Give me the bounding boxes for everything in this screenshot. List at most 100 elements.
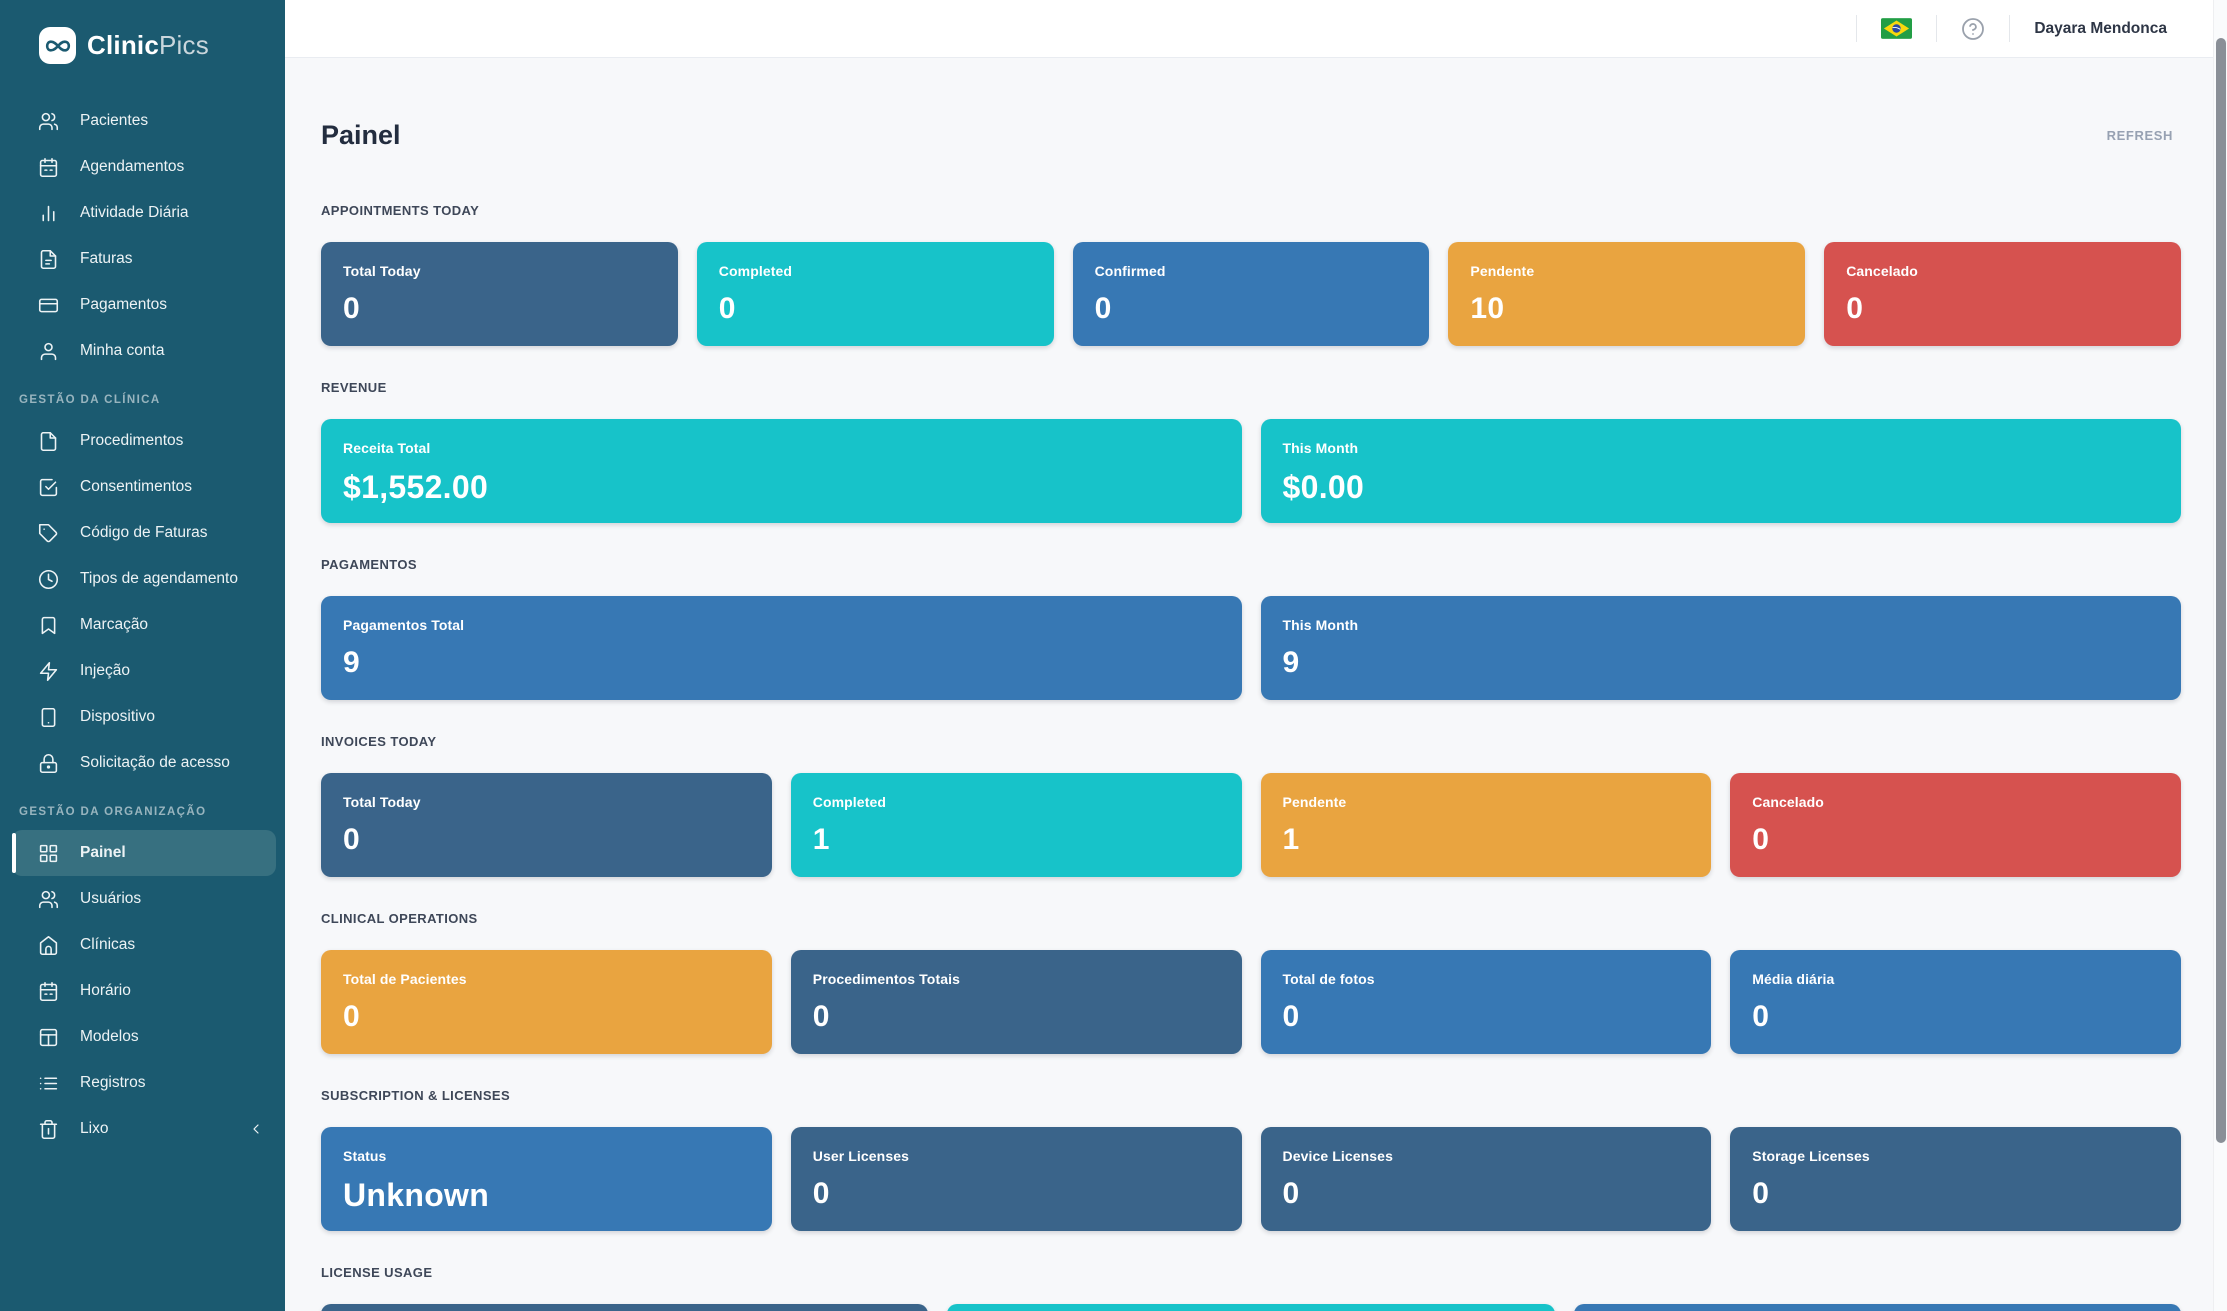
stat-card-label: User Licenses <box>812 1148 909 1165</box>
stat-card-cancelado: Cancelado 0 <box>1730 773 2181 878</box>
sidebar-item-procedimentos[interactable]: Procedimentos <box>12 418 276 464</box>
stat-card-completed: Completed 0 <box>696 242 1054 347</box>
credit-card-icon <box>38 295 59 316</box>
chevron-left-icon[interactable] <box>248 1121 264 1137</box>
card-grid: Total de Pacientes 0 Procedimentos Totais 0… <box>321 950 2181 1055</box>
topbar-divider <box>2009 15 2011 42</box>
stat-card-total-today: Total Today 0 <box>321 773 772 878</box>
sidebar-item-label: Pagamentos <box>80 296 168 313</box>
brand-bold: Clinic <box>87 30 159 60</box>
stat-card-value: 0 <box>1094 292 1112 326</box>
sidebar-item-label: Injeção <box>80 662 130 679</box>
sidebar-item-horario[interactable]: Horário <box>12 968 276 1014</box>
stat-card-value: 9 <box>343 646 360 680</box>
stat-card-value: $0.00 <box>1282 469 1365 506</box>
sidebar-item-consentimentos[interactable]: Consentimentos <box>12 464 276 510</box>
stat-card-label: Receita Total <box>343 440 431 457</box>
infinity-icon <box>39 27 76 64</box>
sidebar-item-minha-conta[interactable]: Minha conta <box>12 328 276 374</box>
stat-card-value: 0 <box>812 1177 830 1211</box>
stat-card-this-month: This Month $0.00 <box>1260 419 2181 524</box>
user-menu[interactable]: Dayara Mendonca <box>2034 19 2167 37</box>
sidebar-item-label: Código de Faturas <box>80 524 208 541</box>
section-label: INVOICES TODAY <box>321 734 437 750</box>
stat-card-confirmed: Confirmed 0 <box>1072 242 1430 347</box>
sidebar-item-pagamentos[interactable]: Pagamentos <box>12 282 276 328</box>
sidebar-item-label: Agendamentos <box>80 158 185 175</box>
dashboard-sections: APPOINTMENTS TODAY Total Today 0 Completed 0… <box>321 203 2181 1311</box>
dashboard-section-revenue: REVENUE Receita Total $1,552.00 This Month $… <box>321 380 2181 524</box>
help-icon[interactable] <box>1961 17 1985 41</box>
stat-card-value: 0 <box>343 1000 360 1034</box>
stat-card-device-licenses: Device Licenses 0 <box>1260 1127 1712 1232</box>
stat-card-value: 0 <box>1282 1000 1300 1034</box>
stat-card-armazenar: Armazenar <box>1573 1304 2181 1311</box>
sidebar-item-agendamentos[interactable]: Agendamentos <box>12 144 276 190</box>
brazil-flag-icon[interactable] <box>1881 18 1913 39</box>
section-label: REVENUE <box>321 380 387 396</box>
stat-card-pagamentos-total: Pagamentos Total 9 <box>321 596 1242 701</box>
sidebar-item-usuarios[interactable]: Usuários <box>12 876 276 922</box>
stat-card-procedimentos-totais: Procedimentos Totais 0 <box>790 950 1242 1055</box>
sidebar-item-pacientes[interactable]: Pacientes <box>12 98 276 144</box>
dashboard-section-clinical-operations: CLINICAL OPERATIONS Total de Pacientes 0 Pr… <box>321 911 2181 1055</box>
sidebar-item-faturas[interactable]: Faturas <box>12 236 276 282</box>
stat-card-label: Pendente <box>1282 794 1347 811</box>
stat-card-label: Média diária <box>1752 971 1835 988</box>
scrollbar-thumb[interactable] <box>2216 38 2226 1143</box>
topbar: Dayara Mendonca <box>285 0 2227 58</box>
sidebar-item-label: Faturas <box>80 250 133 267</box>
topbar-divider <box>1936 15 1938 42</box>
stat-card-total-today: Total Today 0 <box>321 242 678 347</box>
layout-icon <box>38 1027 59 1048</box>
stat-card-value: 0 <box>343 292 360 326</box>
stat-card-value: 0 <box>1752 1000 1770 1034</box>
stat-card-status: Status Unknown <box>321 1127 772 1232</box>
topbar-divider <box>1856 15 1858 42</box>
app-logo[interactable]: ClinicPics <box>0 0 285 68</box>
tag-icon <box>38 523 59 544</box>
sidebar-item-injecao[interactable]: Injeção <box>12 648 276 694</box>
sidebar-item-label: Lixo <box>80 1120 109 1137</box>
file-icon <box>38 431 59 452</box>
sidebar-item-label: Consentimentos <box>80 478 193 495</box>
users-icon <box>38 111 59 132</box>
refresh-button[interactable]: REFRESH <box>2099 122 2181 149</box>
sidebar-item-solicitacao-de-acesso[interactable]: Solicitação de acesso <box>12 740 276 786</box>
home-icon <box>38 935 59 956</box>
stat-card-media-diaria: Média diária 0 <box>1730 950 2181 1055</box>
sidebar-item-label: Pacientes <box>80 112 149 129</box>
sidebar-item-label: Registros <box>80 1074 146 1091</box>
dashboard-section-license-usage: LICENSE USAGE User Licenses Device License… <box>321 1265 2181 1311</box>
stat-card-value: 0 <box>343 823 360 857</box>
sidebar-item-painel[interactable]: Painel <box>12 830 276 876</box>
section-label: APPOINTMENTS TODAY <box>321 203 480 219</box>
stat-card-receita-total: Receita Total $1,552.00 <box>321 419 1242 524</box>
stat-card-label: Completed <box>812 794 886 811</box>
sidebar-item-marcacao[interactable]: Marcação <box>12 602 276 648</box>
dashboard-section-subscription-licenses: SUBSCRIPTION & LICENSES Status Unknown User… <box>321 1088 2181 1232</box>
calendar-icon <box>38 981 59 1002</box>
stat-card-storage-licenses: Storage Licenses 0 <box>1730 1127 2181 1232</box>
stat-card-label: Confirmed <box>1094 263 1166 280</box>
brand-light: Pics <box>159 30 209 60</box>
sidebar-item-modelos[interactable]: Modelos <box>12 1014 276 1060</box>
sidebar-item-lixo[interactable]: Lixo <box>12 1106 276 1152</box>
sidebar-item-label: Dispositivo <box>80 708 155 725</box>
sidebar-item-codigo-de-faturas[interactable]: Código de Faturas <box>12 510 276 556</box>
stat-card-value: 0 <box>718 292 736 326</box>
sidebar-item-tipos-de-agendamento[interactable]: Tipos de agendamento <box>12 556 276 602</box>
stat-card-value: 0 <box>1846 292 1864 326</box>
sidebar-item-atividade-diaria[interactable]: Atividade Diária <box>12 190 276 236</box>
sidebar-item-registros[interactable]: Registros <box>12 1060 276 1106</box>
sidebar-item-clinicas[interactable]: Clínicas <box>12 922 276 968</box>
stat-card-label: Status <box>343 1148 387 1165</box>
sidebar: ClinicPics Pacientes Agendamentos Atividad… <box>0 0 285 1311</box>
card-grid: Pagamentos Total 9 This Month 9 <box>321 596 2181 701</box>
stat-card-value: 9 <box>1282 646 1300 680</box>
sidebar-item-dispositivo[interactable]: Dispositivo <box>12 694 276 740</box>
main-panel: Painel REFRESH APPOINTMENTS TODAY Total T… <box>285 58 2227 1311</box>
page-header: Painel REFRESH <box>321 58 2181 169</box>
stat-card-completed: Completed 1 <box>790 773 1242 878</box>
sidebar-item-label: Solicitação de acesso <box>80 754 230 771</box>
